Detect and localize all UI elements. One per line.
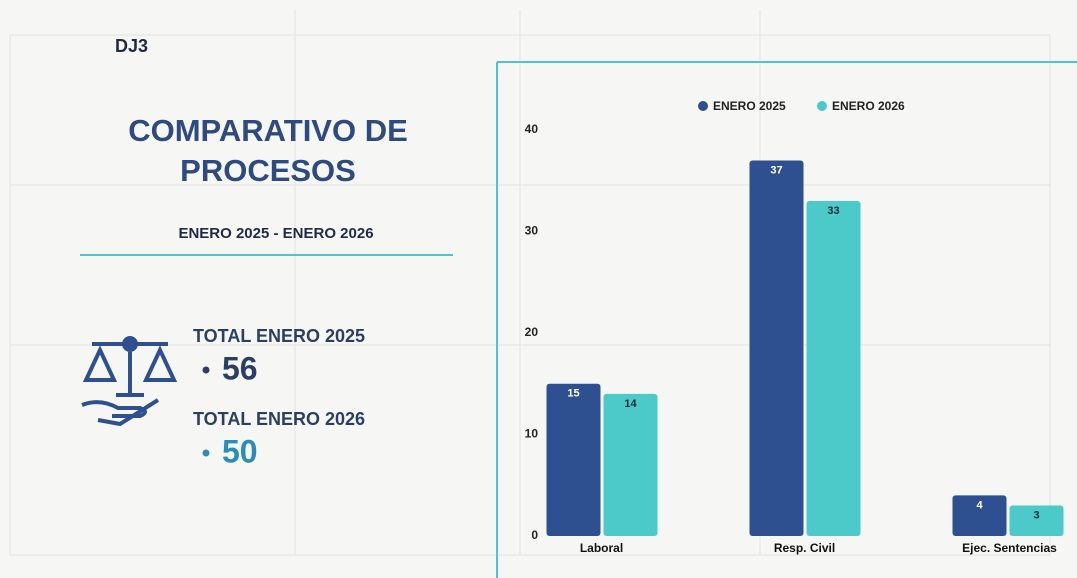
bullet [202,366,210,374]
total-value: 50 [222,433,258,469]
y-tick-label: 20 [525,325,539,339]
bar-chart: 0 10 20 30 40 ENERO 2025 ENERO 2026 Laboral 15 14… [525,99,1064,555]
x-tick-label: Laboral [580,541,623,555]
legend-swatch [817,101,827,111]
bar [952,495,1007,536]
title: COMPARATIVO DE [128,113,408,148]
total-label: TOTAL ENERO 2026 [193,409,365,429]
bar [546,383,601,536]
y-tick-label: 30 [525,224,539,238]
bullet [202,449,210,457]
data-label: 33 [827,205,839,217]
legend-swatch [698,101,708,111]
x-tick-label: Ejec. Sentencias [962,541,1057,555]
y-tick-label: 0 [531,528,538,542]
legend-label: ENERO 2026 [832,99,905,113]
bar [603,393,658,536]
x-tick-label: Resp. Civil [774,541,835,555]
data-label: 14 [624,398,637,410]
total-value: 56 [222,350,258,386]
data-label: 37 [770,164,782,176]
bar [806,201,861,537]
scales-icon [81,336,178,427]
data-label: 4 [976,499,983,511]
background-table [9,10,1051,556]
bar [1009,505,1064,536]
total-label: TOTAL ENERO 2025 [193,326,365,346]
title: PROCESOS [180,153,356,188]
period: ENERO 2025 - ENERO 2026 [178,225,373,242]
y-tick-label: 10 [525,427,539,441]
data-label: 3 [1033,509,1039,521]
totals: TOTAL ENERO 2025 56 TOTAL ENERO 2026 50 [193,326,365,470]
y-tick-label: 40 [525,122,539,136]
legend-label: ENERO 2025 [713,99,786,113]
data-label: 15 [567,388,579,400]
office: DJ3 [115,36,148,56]
bar [749,160,804,536]
